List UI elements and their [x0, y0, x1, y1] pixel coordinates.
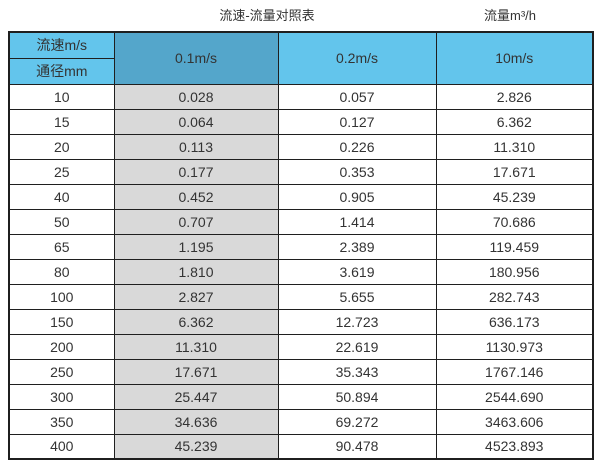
- value-cell: 636.173: [435, 308, 594, 335]
- diameter-cell: 200: [8, 333, 115, 360]
- table-row: 150 6.362 12.723 636.173: [8, 308, 594, 335]
- value-cell: 0.177: [113, 158, 279, 185]
- value-cell: 6.362: [113, 308, 279, 335]
- value-cell: 0.127: [277, 108, 437, 135]
- table-row: 300 25.447 50.894 2544.690: [8, 383, 594, 410]
- diameter-cell: 150: [8, 308, 115, 335]
- value-cell: 2544.690: [435, 383, 594, 410]
- table-row: 400 45.239 90.478 4523.893: [8, 433, 594, 460]
- table-row: 350 34.636 69.272 3463.606: [8, 408, 594, 435]
- diameter-cell: 350: [8, 408, 115, 435]
- table-title: 流速-流量对照表: [219, 8, 315, 23]
- value-cell: 22.619: [277, 333, 437, 360]
- flow-unit-label: 流量m³/h: [483, 8, 536, 23]
- value-cell: 3463.606: [435, 408, 594, 435]
- value-cell: 70.686: [435, 208, 594, 235]
- diameter-cell: 10: [8, 83, 115, 110]
- value-cell: 1.195: [113, 233, 279, 260]
- value-cell: 45.239: [435, 183, 594, 210]
- header-col-0-1ms: 0.1m/s: [113, 31, 279, 85]
- value-cell: 4523.893: [435, 433, 594, 460]
- value-cell: 50.894: [277, 383, 437, 410]
- header-row-bottom: 通径mm: [8, 57, 593, 85]
- value-cell: 2.827: [113, 283, 279, 310]
- table-header: 流速m/s 0.1m/s 0.2m/s 10m/s 通径mm: [8, 31, 594, 85]
- value-cell: 0.905: [277, 183, 437, 210]
- value-cell: 0.064: [113, 108, 279, 135]
- value-cell: 0.113: [113, 133, 279, 160]
- value-cell: 11.310: [435, 133, 594, 160]
- diameter-cell: 400: [8, 433, 115, 460]
- header-col-0-2ms: 0.2m/s: [277, 31, 437, 85]
- table-row: 15 0.064 0.127 6.362: [8, 108, 594, 135]
- value-cell: 0.226: [277, 133, 437, 160]
- value-cell: 45.239: [113, 433, 279, 460]
- header-row-top: 流速m/s 0.1m/s 0.2m/s 10m/s: [8, 31, 594, 85]
- diameter-cell: 250: [8, 358, 115, 385]
- value-cell: 90.478: [277, 433, 437, 460]
- table-row: 65 1.195 2.389 119.459: [8, 233, 594, 260]
- diameter-cell: 25: [8, 158, 115, 185]
- diameter-cell: 20: [8, 133, 115, 160]
- value-cell: 12.723: [277, 308, 437, 335]
- table-row: 50 0.707 1.414 70.686: [8, 208, 594, 235]
- value-cell: 1.414: [277, 208, 437, 235]
- table-row: 10 0.028 0.057 2.826: [8, 83, 594, 110]
- table-row: 80 1.810 3.619 180.956: [8, 258, 594, 285]
- diameter-cell: 100: [8, 283, 115, 310]
- diameter-cell: 300: [8, 383, 115, 410]
- table-row: 200 11.310 22.619 1130.973: [8, 333, 594, 360]
- value-cell: 3.619: [277, 258, 437, 285]
- table-row: 40 0.452 0.905 45.239: [8, 183, 594, 210]
- value-cell: 0.057: [277, 83, 437, 110]
- value-cell: 180.956: [435, 258, 594, 285]
- diameter-cell: 15: [8, 108, 115, 135]
- value-cell: 35.343: [277, 358, 437, 385]
- value-cell: 5.655: [277, 283, 437, 310]
- value-cell: 25.447: [113, 383, 279, 410]
- header-diameter-label: 通径mm: [8, 57, 115, 85]
- value-cell: 119.459: [435, 233, 594, 260]
- table-row: 100 2.827 5.655 282.743: [8, 283, 594, 310]
- value-cell: 1130.973: [435, 333, 594, 360]
- value-cell: 6.362: [435, 108, 594, 135]
- value-cell: 1.810: [113, 258, 279, 285]
- diameter-cell: 40: [8, 183, 115, 210]
- value-cell: 17.671: [435, 158, 594, 185]
- value-cell: 2.826: [435, 83, 594, 110]
- value-cell: 34.636: [113, 408, 279, 435]
- velocity-flow-table: 流速m/s 0.1m/s 0.2m/s 10m/s 通径mm 10 0.028 0.…: [8, 31, 594, 460]
- value-cell: 17.671: [113, 358, 279, 385]
- value-cell: 0.353: [277, 158, 437, 185]
- diameter-cell: 80: [8, 258, 115, 285]
- value-cell: 11.310: [113, 333, 279, 360]
- table-row: 20 0.113 0.226 11.310: [8, 133, 594, 160]
- value-cell: 69.272: [277, 408, 437, 435]
- value-cell: 1767.146: [435, 358, 594, 385]
- value-cell: 0.452: [113, 183, 279, 210]
- value-cell: 0.707: [113, 208, 279, 235]
- table-body: 10 0.028 0.057 2.826 15 0.064 0.127 6.362 20 0.11…: [8, 83, 594, 460]
- header-col-10ms: 10m/s: [435, 31, 594, 85]
- value-cell: 0.028: [113, 83, 279, 110]
- diameter-cell: 65: [8, 233, 115, 260]
- value-cell: 282.743: [435, 283, 594, 310]
- table-row: 25 0.177 0.353 17.671: [8, 158, 594, 185]
- table-row: 250 17.671 35.343 1767.146: [8, 358, 594, 385]
- value-cell: 2.389: [277, 233, 437, 260]
- diameter-cell: 50: [8, 208, 115, 235]
- header-velocity-label: 流速m/s: [8, 31, 115, 59]
